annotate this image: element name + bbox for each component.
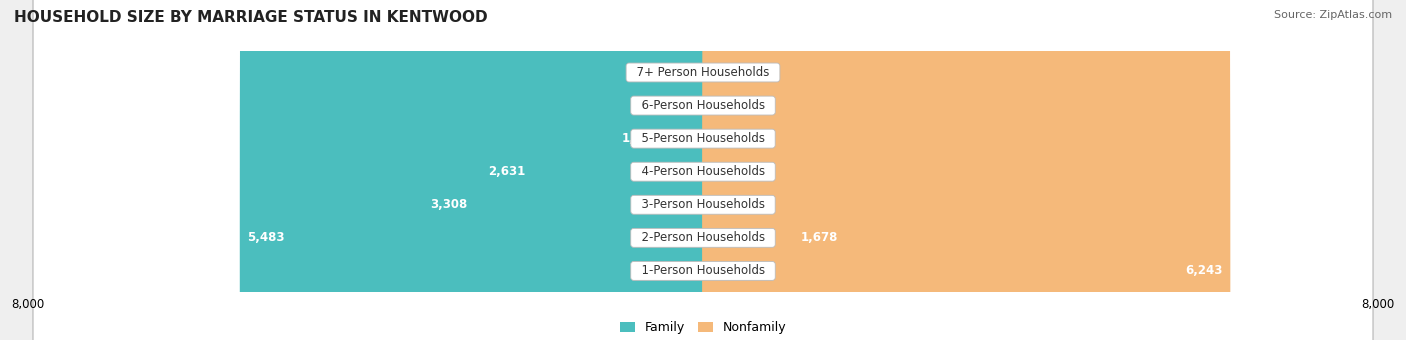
- FancyBboxPatch shape: [423, 0, 703, 340]
- FancyBboxPatch shape: [703, 0, 706, 340]
- Text: 3,308: 3,308: [430, 198, 468, 211]
- Legend: Family, Nonfamily: Family, Nonfamily: [614, 316, 792, 339]
- Text: 6,243: 6,243: [1185, 265, 1223, 277]
- FancyBboxPatch shape: [481, 0, 703, 340]
- Text: 2,631: 2,631: [488, 165, 524, 178]
- FancyBboxPatch shape: [34, 0, 1372, 340]
- Text: 3-Person Households: 3-Person Households: [634, 198, 772, 211]
- FancyBboxPatch shape: [661, 0, 703, 340]
- FancyBboxPatch shape: [703, 0, 706, 340]
- Text: 146: 146: [723, 198, 745, 211]
- FancyBboxPatch shape: [614, 0, 703, 340]
- Text: 19: 19: [711, 132, 727, 145]
- Text: 7+ Person Households: 7+ Person Households: [628, 66, 778, 79]
- FancyBboxPatch shape: [703, 0, 716, 340]
- Text: 0: 0: [713, 99, 720, 112]
- Text: Source: ZipAtlas.com: Source: ZipAtlas.com: [1274, 10, 1392, 20]
- Text: 5-Person Households: 5-Person Households: [634, 132, 772, 145]
- FancyBboxPatch shape: [34, 0, 1372, 340]
- FancyBboxPatch shape: [34, 0, 1372, 340]
- FancyBboxPatch shape: [34, 0, 1372, 340]
- FancyBboxPatch shape: [240, 0, 703, 340]
- FancyBboxPatch shape: [703, 0, 1230, 340]
- Text: HOUSEHOLD SIZE BY MARRIAGE STATUS IN KENTWOOD: HOUSEHOLD SIZE BY MARRIAGE STATUS IN KEN…: [14, 10, 488, 25]
- Text: 6-Person Households: 6-Person Households: [634, 99, 772, 112]
- FancyBboxPatch shape: [34, 0, 1372, 340]
- Text: 491: 491: [633, 66, 655, 79]
- Text: 409: 409: [640, 99, 662, 112]
- FancyBboxPatch shape: [34, 0, 1372, 340]
- Text: 0: 0: [713, 66, 720, 79]
- Text: 5,483: 5,483: [247, 231, 284, 244]
- Text: 1,045: 1,045: [621, 132, 659, 145]
- FancyBboxPatch shape: [34, 0, 1372, 340]
- Text: 4-Person Households: 4-Person Households: [634, 165, 772, 178]
- Text: 1,678: 1,678: [800, 231, 838, 244]
- Text: 27: 27: [711, 165, 727, 178]
- Text: 2-Person Households: 2-Person Households: [634, 231, 772, 244]
- FancyBboxPatch shape: [703, 0, 845, 340]
- Text: 1-Person Households: 1-Person Households: [634, 265, 772, 277]
- Text: 0: 0: [686, 265, 693, 277]
- FancyBboxPatch shape: [668, 0, 703, 340]
